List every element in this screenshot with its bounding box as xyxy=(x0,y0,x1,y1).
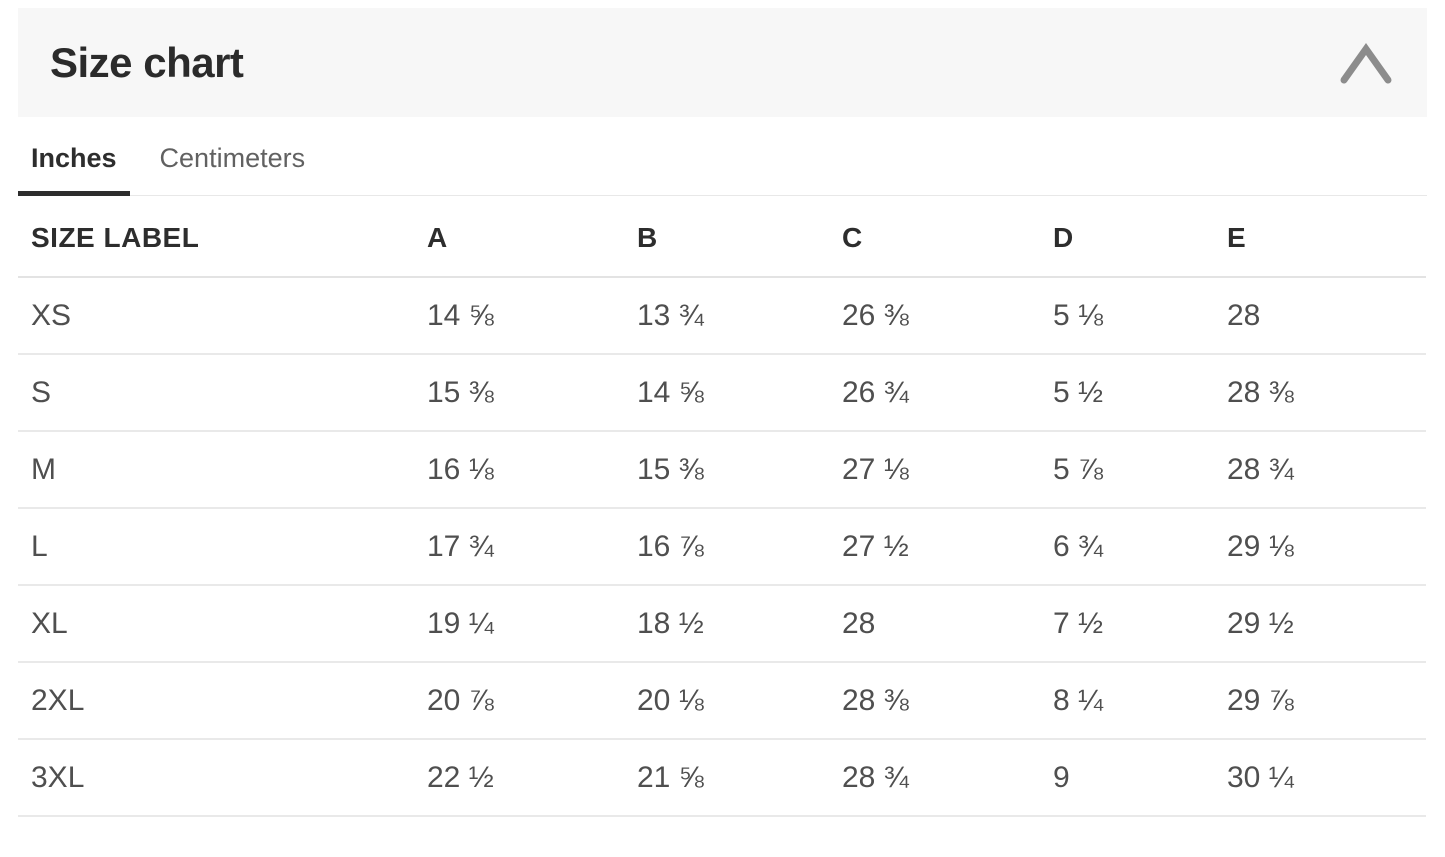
size-value-cell: 28 ⅜ xyxy=(1227,375,1294,409)
size-label-cell: XS xyxy=(31,298,72,332)
unit-tabs: Inches Centimeters xyxy=(18,117,1427,196)
size-row-m: M 16 ⅛ 15 ⅜ 27 ⅛ 5 ⅞ 28 ¾ xyxy=(18,431,1426,508)
size-row-3xl: 3XL 22 ½ 21 ⅝ 28 ¾ 9 30 ¼ xyxy=(18,739,1426,816)
size-value-cell: 28 ¾ xyxy=(1227,452,1294,486)
size-value-cell: 18 ½ xyxy=(637,606,704,640)
size-row-2xl: 2XL 20 ⅞ 20 ⅛ 28 ⅜ 8 ¼ 29 ⅞ xyxy=(18,662,1426,739)
size-label-cell: 3XL xyxy=(31,760,85,794)
column-header-b: B xyxy=(637,222,658,253)
tab-centimeters[interactable]: Centimeters xyxy=(159,143,306,173)
size-value-cell: 14 ⅝ xyxy=(427,298,494,332)
size-value-cell: 16 ⅛ xyxy=(427,452,494,486)
column-header-a: A xyxy=(427,222,448,253)
size-label-cell: M xyxy=(31,452,56,486)
chevron-up-icon xyxy=(1340,42,1392,83)
size-row-l: L 17 ¾ 16 ⅞ 27 ½ 6 ¾ 29 ⅛ xyxy=(18,508,1426,585)
size-value-cell: 21 ⅝ xyxy=(637,760,704,794)
size-value-cell: 29 ⅞ xyxy=(1227,683,1294,717)
tab-inches[interactable]: Inches xyxy=(18,142,130,196)
size-label-cell: XL xyxy=(31,606,68,640)
size-value-cell: 6 ¾ xyxy=(1053,529,1104,563)
size-value-cell: 30 ¼ xyxy=(1227,760,1294,794)
size-row-xs: XS 14 ⅝ 13 ¾ 26 ⅜ 5 ⅛ 28 xyxy=(18,277,1426,354)
size-value-cell: 15 ⅜ xyxy=(427,375,494,409)
size-value-cell: 20 ⅛ xyxy=(637,683,704,717)
size-label-cell: S xyxy=(31,375,52,409)
size-chart-panel: Size chart Inches Centimeters SIZE LABEL… xyxy=(0,8,1445,817)
size-table-header-row: SIZE LABEL A B C D E xyxy=(18,196,1426,277)
size-value-cell: 8 ¼ xyxy=(1053,683,1104,717)
size-value-cell: 5 ⅛ xyxy=(1053,298,1104,332)
column-header-size-label: SIZE LABEL xyxy=(31,222,200,253)
size-value-cell: 16 ⅞ xyxy=(637,529,704,563)
size-value-cell: 26 ⅜ xyxy=(842,298,909,332)
size-value-cell: 27 ½ xyxy=(842,529,909,563)
size-value-cell: 14 ⅝ xyxy=(637,375,704,409)
size-value-cell: 29 ½ xyxy=(1227,606,1294,640)
size-label-cell: L xyxy=(31,529,48,563)
size-value-cell: 28 xyxy=(842,606,876,640)
size-value-cell: 28 xyxy=(1227,298,1261,332)
size-value-cell: 13 ¾ xyxy=(637,298,704,332)
size-chart-header: Size chart xyxy=(18,8,1427,117)
size-value-cell: 9 xyxy=(1053,760,1070,794)
size-value-cell: 22 ½ xyxy=(427,760,494,794)
size-value-cell: 29 ⅛ xyxy=(1227,529,1294,563)
size-value-cell: 20 ⅞ xyxy=(427,683,494,717)
collapse-button[interactable] xyxy=(1339,40,1393,86)
size-value-cell: 7 ½ xyxy=(1053,606,1104,640)
size-row-s: S 15 ⅜ 14 ⅝ 26 ¾ 5 ½ 28 ⅜ xyxy=(18,354,1426,431)
size-value-cell: 28 ⅜ xyxy=(842,683,909,717)
size-label-cell: 2XL xyxy=(31,683,85,717)
column-header-d: D xyxy=(1053,222,1074,253)
panel-title: Size chart xyxy=(50,38,244,86)
size-row-xl: XL 19 ¼ 18 ½ 28 7 ½ 29 ½ xyxy=(18,585,1426,662)
column-header-e: E xyxy=(1227,222,1247,253)
size-value-cell: 26 ¾ xyxy=(842,375,909,409)
size-value-cell: 19 ¼ xyxy=(427,606,494,640)
size-value-cell: 5 ½ xyxy=(1053,375,1104,409)
size-table: SIZE LABEL A B C D E XS 14 ⅝ 13 ¾ 26 ⅜ 5… xyxy=(18,196,1426,817)
size-value-cell: 17 ¾ xyxy=(427,529,494,563)
column-header-c: C xyxy=(842,222,863,253)
size-value-cell: 5 ⅞ xyxy=(1053,452,1104,486)
size-value-cell: 27 ⅛ xyxy=(842,452,909,486)
size-value-cell: 15 ⅜ xyxy=(637,452,704,486)
size-value-cell: 28 ¾ xyxy=(842,760,909,794)
